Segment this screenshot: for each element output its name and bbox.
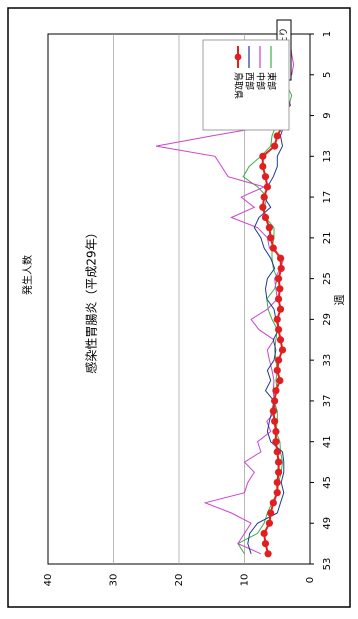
- data-point: [261, 213, 270, 222]
- y-tick-label: 10: [240, 574, 251, 587]
- data-point: [272, 438, 280, 446]
- x-axis-title: 週: [333, 295, 346, 306]
- data-point: [276, 285, 284, 293]
- x-tick-label: 25: [322, 272, 333, 285]
- y-tick-label: 20: [174, 574, 185, 587]
- data-point: [269, 499, 277, 507]
- data-point: [259, 203, 267, 211]
- data-point: [261, 540, 270, 548]
- chart-title: 感染性胃腸炎（平成29年）: [84, 226, 99, 373]
- data-point: [271, 142, 279, 150]
- data-point: [260, 193, 268, 201]
- x-tick-label: 13: [322, 150, 333, 163]
- data-point: [265, 224, 273, 232]
- data-point: [276, 336, 285, 344]
- x-tick-label: 49: [322, 517, 333, 530]
- data-point: [271, 417, 279, 425]
- y-axis-title: 発生人数: [21, 255, 34, 295]
- data-point: [273, 132, 281, 140]
- x-tick-label: 9: [322, 112, 333, 118]
- x-tick-label: 45: [322, 476, 333, 489]
- data-point: [264, 550, 272, 558]
- data-point: [269, 244, 277, 252]
- data-point: [273, 478, 281, 487]
- x-tick-label: 53: [322, 558, 333, 571]
- data-point: [261, 173, 270, 181]
- data-point: [273, 315, 281, 323]
- data-point: [271, 397, 279, 405]
- data-point: [274, 458, 283, 466]
- data-point: [274, 468, 283, 476]
- legend-label: 西部: [244, 72, 256, 90]
- data-point: [278, 346, 287, 354]
- legend-marker: [234, 53, 242, 61]
- data-point: [259, 152, 267, 160]
- data-point: [277, 264, 285, 273]
- data-point: [267, 234, 275, 242]
- data-point: [272, 387, 280, 395]
- x-tick-label: 33: [322, 354, 333, 367]
- legend-label: 東部: [266, 72, 278, 90]
- data-point: [259, 162, 267, 171]
- x-tick-label: 21: [322, 231, 333, 244]
- x-tick-label: 17: [322, 191, 333, 204]
- data-point: [274, 275, 283, 283]
- legend-label: 中部: [255, 72, 267, 90]
- y-tick-label: 40: [43, 574, 54, 587]
- x-tick-label: 41: [322, 435, 333, 448]
- data-point: [276, 254, 285, 262]
- data-point: [276, 376, 284, 385]
- x-tick-label: 37: [322, 395, 333, 408]
- data-point: [274, 325, 283, 334]
- data-point: [267, 509, 275, 517]
- data-point: [274, 356, 283, 364]
- x-tick-label: 5: [322, 72, 333, 78]
- data-point: [273, 448, 281, 456]
- x-tick-label: 29: [322, 313, 333, 326]
- data-point: [274, 295, 283, 303]
- data-point: [276, 305, 285, 313]
- legend-label: 鳥取県: [233, 72, 245, 99]
- legend-box: [202, 39, 290, 131]
- data-point: [273, 489, 281, 497]
- data-point: [265, 519, 273, 527]
- data-point: [269, 407, 277, 415]
- axes: 0 10 20 30 40 1 5 9 13 17 21 25 29 33 37 41 45 49 53: [43, 31, 333, 587]
- y-tick-label: 0: [305, 577, 316, 583]
- y-tick-label: 30: [109, 574, 120, 587]
- data-point: [263, 183, 272, 191]
- x-tick-label: 1: [322, 31, 333, 37]
- data-point: [260, 529, 268, 538]
- data-point: [273, 366, 281, 374]
- data-point: [272, 427, 280, 436]
